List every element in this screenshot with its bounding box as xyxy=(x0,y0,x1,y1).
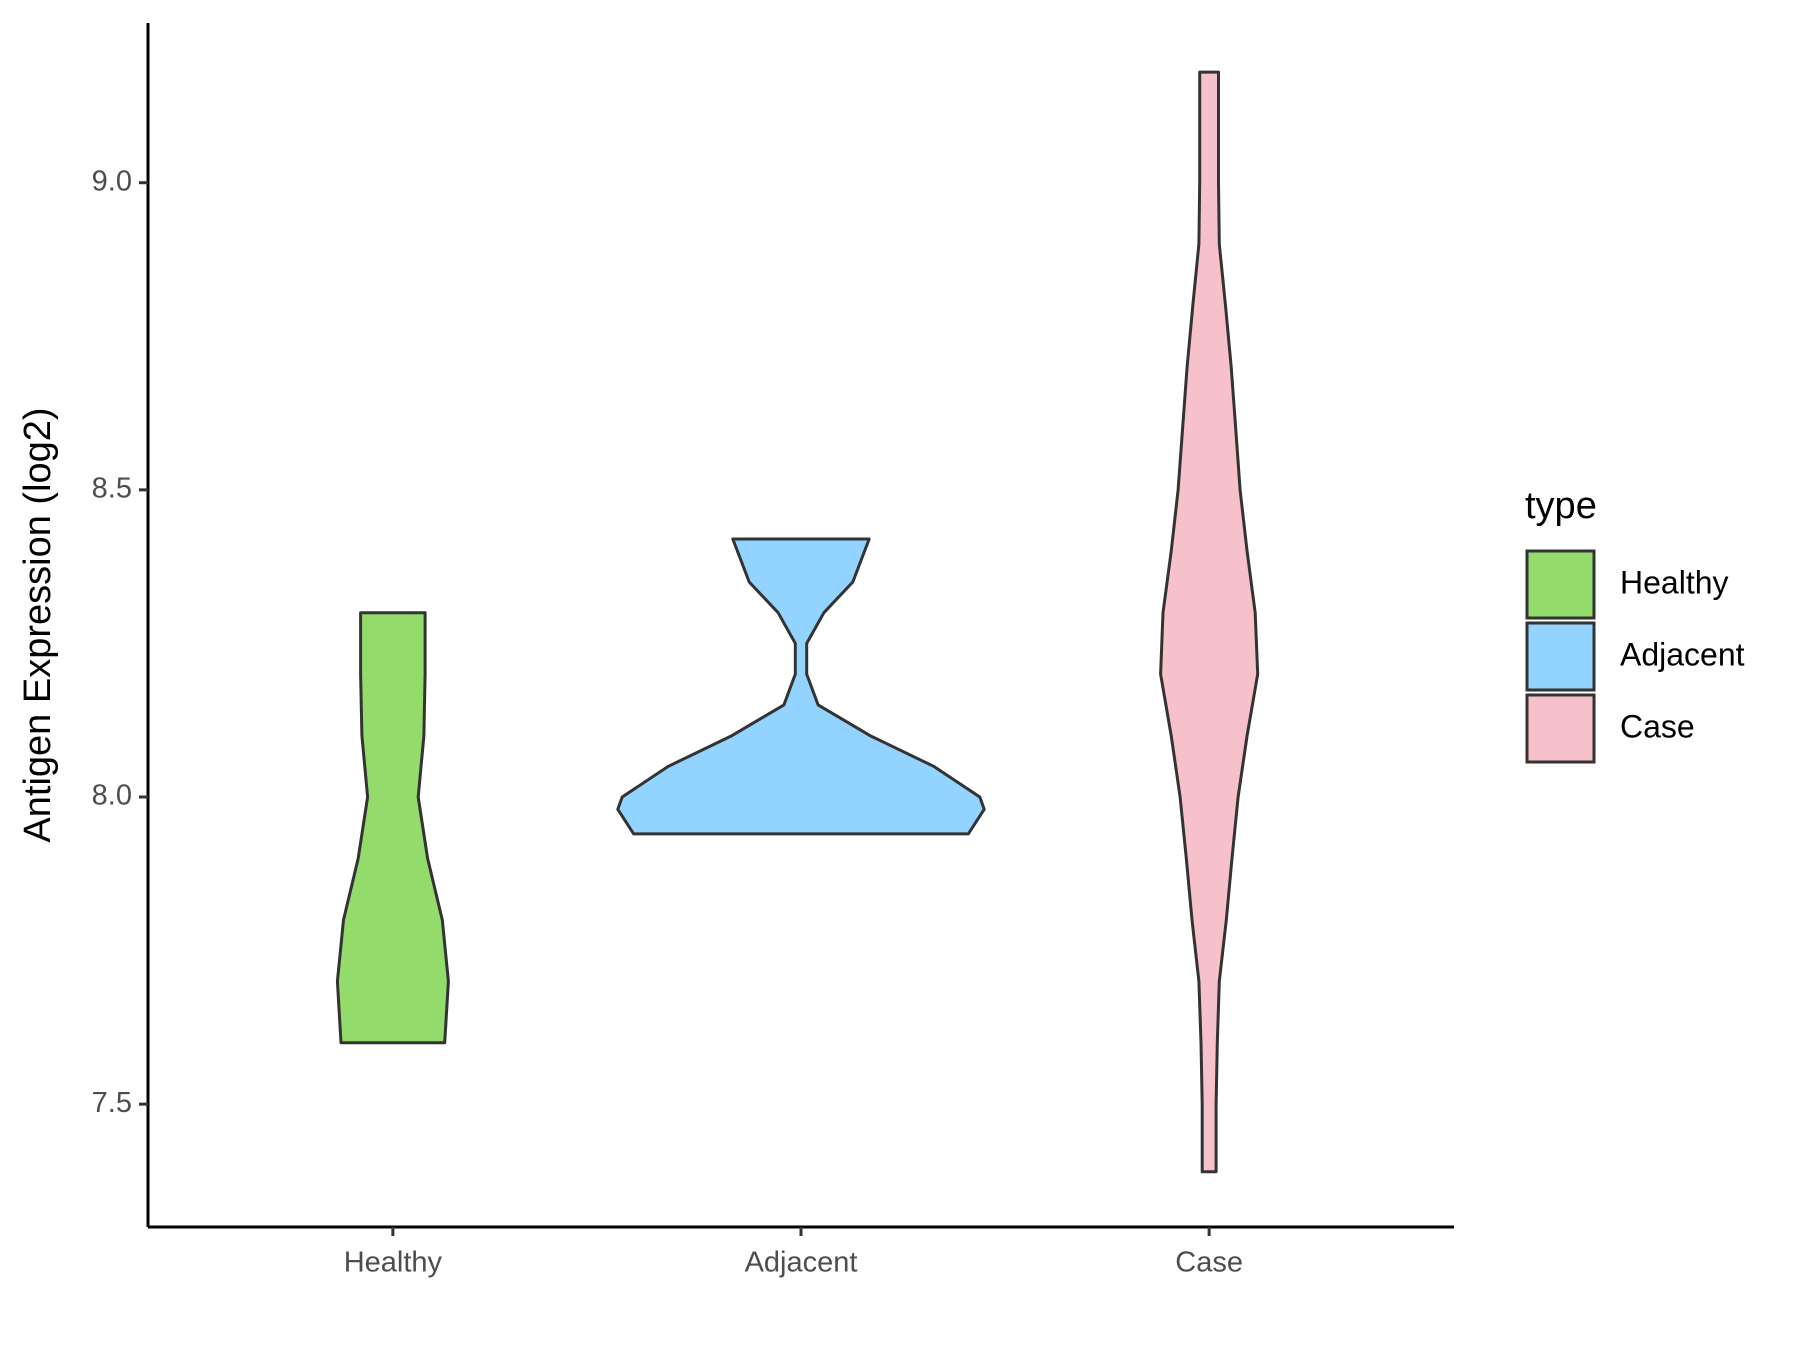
violin xyxy=(616,537,986,836)
y-axis-title: Antigen Expression (log2) xyxy=(17,407,59,842)
legend-key xyxy=(1525,693,1596,764)
legend-key xyxy=(1525,621,1596,692)
y-tick-label: 9.0 xyxy=(92,165,132,197)
legend-label: Adjacent xyxy=(1620,636,1745,672)
y-tick-label: 8.5 xyxy=(92,473,132,505)
legend-key xyxy=(1525,549,1596,620)
legend-label: Healthy xyxy=(1620,564,1729,600)
legend-label: Case xyxy=(1620,708,1695,744)
violin xyxy=(1159,70,1260,1174)
y-tick-label: 8.0 xyxy=(92,780,132,812)
legend-title: type xyxy=(1525,485,1597,527)
x-tick-label: Healthy xyxy=(344,1247,443,1279)
violin xyxy=(335,611,450,1045)
y-tick-label: 7.5 xyxy=(92,1087,132,1119)
x-tick-label: Adjacent xyxy=(745,1247,858,1279)
x-tick-label: Case xyxy=(1175,1247,1243,1279)
